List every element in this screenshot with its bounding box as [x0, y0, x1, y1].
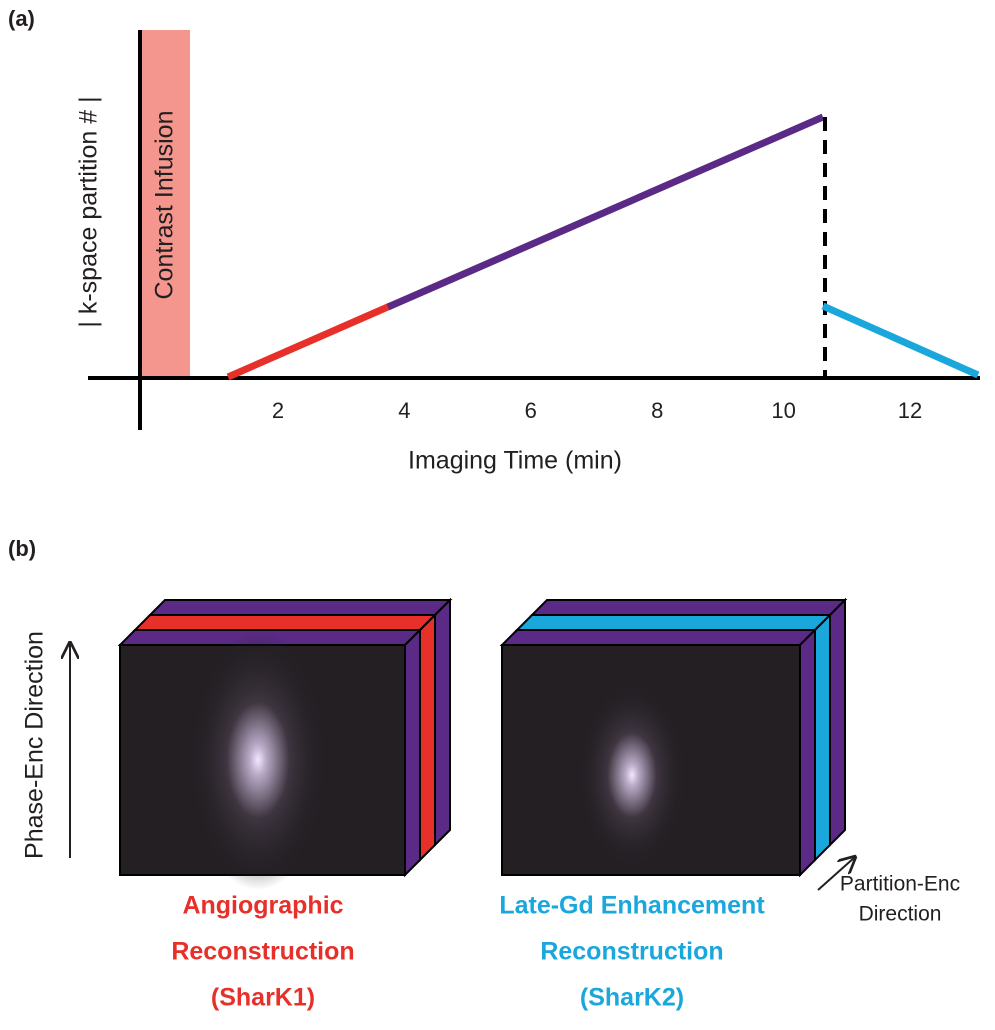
phase-axis-label: Phase-Enc Direction — [21, 631, 49, 859]
x-axis-label: Imaging Time (min) — [408, 447, 622, 475]
kspace-center — [577, 680, 687, 870]
volume-caption: (SharK1) — [211, 984, 315, 1012]
volume-caption: (SharK2) — [580, 984, 684, 1012]
volume-side-layer — [830, 600, 845, 845]
panel-label: (a) — [8, 6, 35, 31]
x-tick-label: 4 — [398, 398, 410, 423]
figure: (a) Contrast Infusion | k-space partitio… — [0, 0, 995, 1025]
volume-top-layer — [502, 630, 815, 645]
volume-caption: Reconstruction — [540, 938, 723, 966]
volume-side-layer — [815, 615, 830, 860]
x-tick-label: 12 — [898, 398, 922, 423]
volume-top-layer — [150, 600, 450, 615]
panel-label: (b) — [8, 536, 36, 561]
x-tick-label: 2 — [272, 398, 284, 423]
infusion-label: Contrast Infusion — [151, 111, 179, 300]
partition-label: Partition-Enc — [840, 873, 960, 896]
volume-side-layer — [435, 600, 450, 845]
volume-caption: Reconstruction — [171, 938, 354, 966]
acquisition-segment — [388, 117, 823, 307]
volume-caption: Late-Gd Enhancement — [499, 892, 765, 920]
angio-segment — [228, 306, 390, 377]
volume-top-layer — [532, 600, 845, 615]
volume-top-layer — [135, 615, 435, 630]
x-ticks: 2 4 6 8 10 12 — [272, 398, 922, 423]
partition-label: Direction — [859, 903, 942, 926]
x-tick-label: 6 — [525, 398, 537, 423]
volume-top-layer — [517, 615, 830, 630]
kspace-center — [188, 630, 328, 890]
y-axis-label: | k-space partition # | — [75, 96, 103, 327]
x-tick-label: 8 — [651, 398, 663, 423]
volume-caption: Angiographic — [182, 892, 343, 920]
volume-side-layer — [800, 630, 815, 875]
volume-side-layer — [420, 615, 435, 860]
volume-side-layer — [405, 630, 420, 875]
x-tick-label: 10 — [771, 398, 795, 423]
late-segment — [823, 306, 978, 375]
